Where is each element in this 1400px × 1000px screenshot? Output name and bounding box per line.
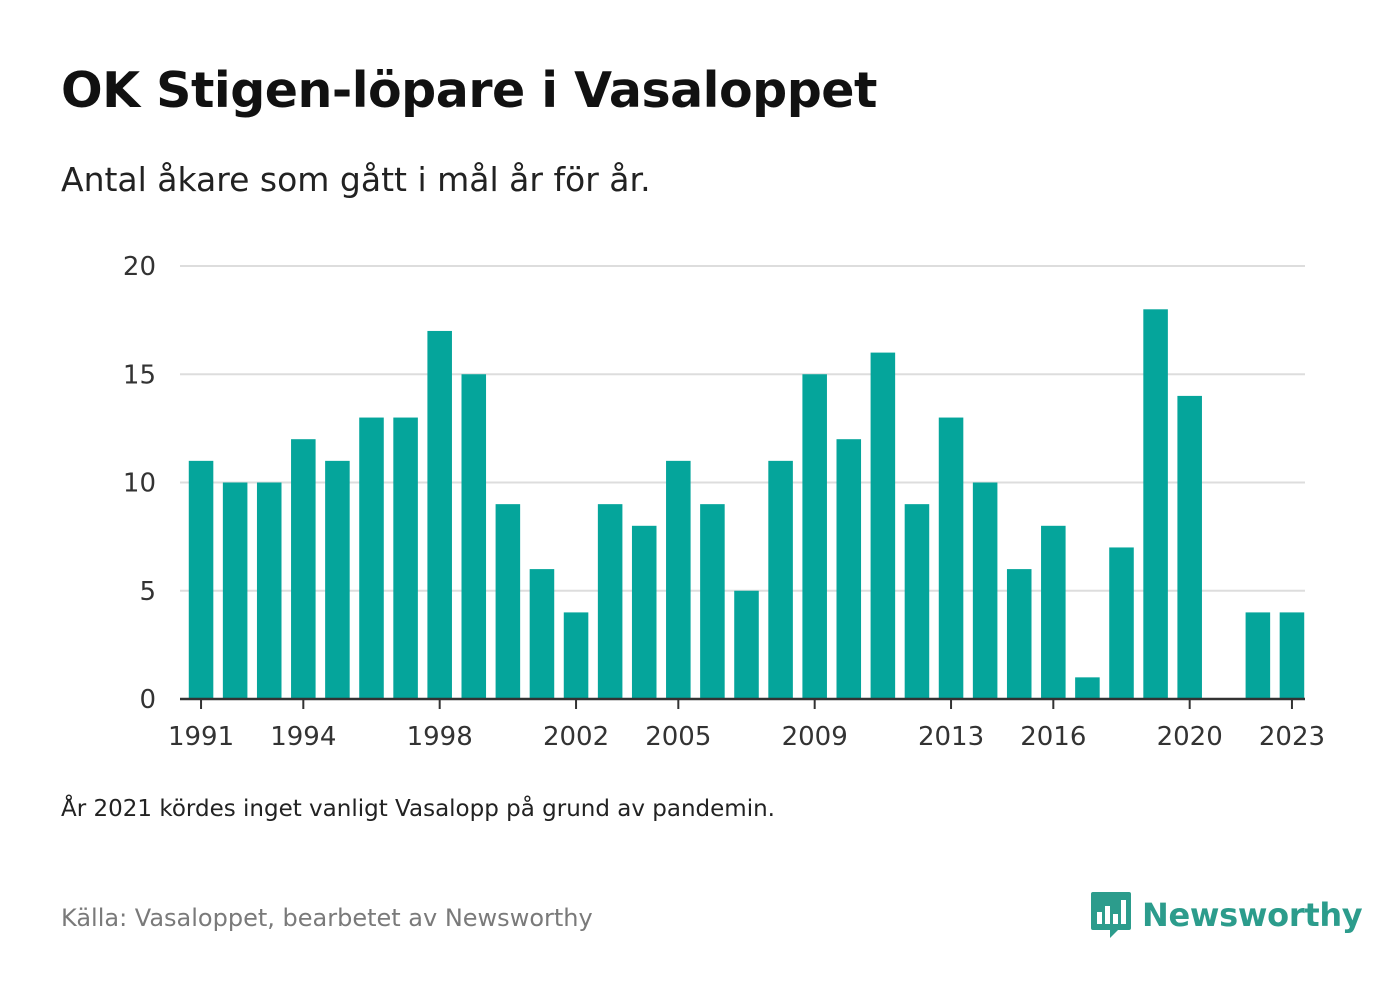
bar-2016 <box>1041 525 1066 699</box>
bar-2022 <box>1245 612 1271 699</box>
bar-2023 <box>1279 612 1305 699</box>
bar-2011 <box>870 352 896 699</box>
bar-2006 <box>700 504 725 699</box>
x-tick-label: 2005 <box>645 722 711 752</box>
bar-2014 <box>972 482 998 699</box>
y-tick-label: 20 <box>123 252 156 282</box>
bar-2009 <box>802 374 827 699</box>
y-tick-label: 10 <box>123 469 156 499</box>
bar-2008 <box>768 460 793 699</box>
bar-2018 <box>1109 547 1134 699</box>
bar-2019 <box>1143 309 1168 699</box>
x-tick-label: 2013 <box>918 722 984 752</box>
bar-1995 <box>325 460 350 699</box>
bar-2007 <box>734 590 759 699</box>
chart-subtitle: Antal åkare som gått i mål år för år. <box>61 160 651 199</box>
brand-name: Newsworthy <box>1142 896 1363 934</box>
x-tick-label: 2020 <box>1157 722 1223 752</box>
bar-1993 <box>256 482 282 699</box>
newsworthy-logo-icon <box>1091 892 1131 938</box>
bar-2020 <box>1177 395 1202 699</box>
x-tick-label: 2023 <box>1259 722 1325 752</box>
bar-1998 <box>427 330 452 699</box>
bar-2015 <box>1006 569 1032 699</box>
source-text: Källa: Vasaloppet, bearbetet av Newswort… <box>61 904 593 932</box>
x-axis-labels: 1991 1994 1998 2002 2005 2009 2013 2016 2020 2023 <box>168 722 1325 752</box>
x-tick-label: 1991 <box>168 722 234 752</box>
bar-2002 <box>563 612 589 699</box>
y-axis-labels: 0 5 10 15 20 <box>123 252 156 715</box>
bar-1994 <box>291 439 316 699</box>
x-tick-label: 2016 <box>1020 722 1086 752</box>
x-tick-label: 2009 <box>782 722 848 752</box>
x-tick-label: 2002 <box>543 722 609 752</box>
bar-2017 <box>1075 677 1100 699</box>
bar-1997 <box>393 417 418 699</box>
bars <box>188 309 1305 699</box>
bar-chart: 0 5 10 15 20 1991 1994 1998 2002 2005 2009 2013 201… <box>123 252 1325 752</box>
y-tick-label: 0 <box>139 685 156 715</box>
bar-2012 <box>904 504 930 699</box>
bar-2010 <box>836 439 862 699</box>
bar-1992 <box>222 482 248 699</box>
x-tick-label: 1998 <box>407 722 473 752</box>
bar-2005 <box>666 460 691 699</box>
chart-title: OK Stigen-löpare i Vasaloppet <box>61 62 877 119</box>
x-tick-label: 1994 <box>270 722 336 752</box>
bar-2004 <box>631 525 657 699</box>
y-tick-label: 5 <box>139 577 156 607</box>
bar-2001 <box>529 569 555 699</box>
chart-note: År 2021 kördes inget vanligt Vasalopp på… <box>61 796 775 822</box>
bar-2003 <box>597 504 623 699</box>
bar-1999 <box>461 374 487 699</box>
bar-2000 <box>495 504 521 699</box>
bar-1996 <box>359 417 384 699</box>
x-axis <box>180 697 1305 709</box>
bar-1991 <box>188 460 214 699</box>
y-tick-label: 15 <box>123 360 156 390</box>
bar-2013 <box>938 417 964 699</box>
brand-logo: Newsworthy <box>1090 890 1363 940</box>
